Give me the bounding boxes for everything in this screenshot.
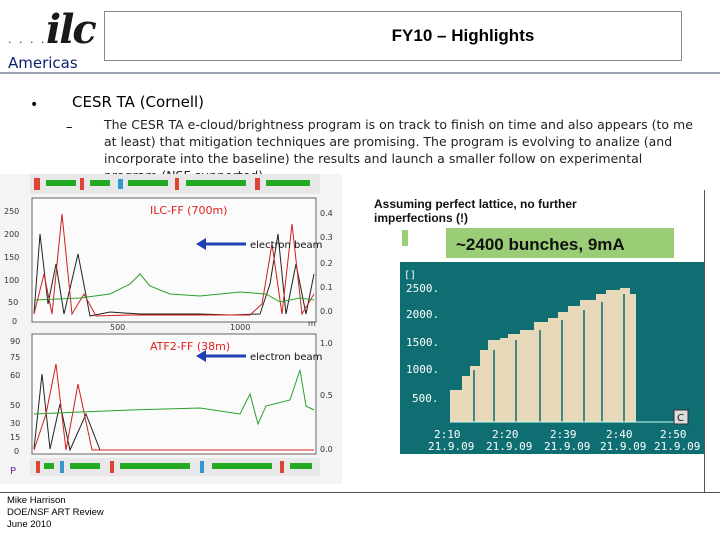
logo-region: Americas [8,54,78,72]
ytick-0: 2500. [406,282,439,295]
top-ytick-3: 100 [4,276,19,285]
top-ytick-0: 250 [4,207,19,216]
note-line1: Assuming perfect lattice, no further [374,197,577,211]
ytick-1: 2000. [406,308,439,321]
xtick-date-4: 21.9.09 [654,440,700,453]
bottom-ytick-3: 50 [10,401,20,410]
axis-letter: P [10,466,16,477]
top-xtick-0: 500 [110,323,125,332]
corner-button[interactable] [673,409,689,425]
top-ytick-2: 150 [4,253,19,262]
top-red-curve [33,213,315,317]
footer-event: DOE/NSF ART Review [7,507,104,518]
top-beam-arrowhead [196,238,206,250]
optics-plot: 250 200 150 100 50 0 0.4 0.3 0.2 0.1 0.0… [4,174,333,477]
bottom-ytick-6: 0 [14,447,19,456]
xtick-date-0: 21.9.09 [428,440,474,453]
bottom-beam-arrowhead [196,350,206,362]
bottom-ytick-2: 60 [10,371,20,380]
ytick-4: 500. [412,392,439,405]
footer-rule [0,492,720,493]
bunch-current-fill [450,288,636,422]
xtick-time-4: 2:50 [660,428,687,441]
top-black-curve [33,233,315,317]
xtick-time-3: 2:40 [606,428,633,441]
top-rtick-3: 0.1 [320,283,333,292]
y-unit: [] [404,270,416,281]
xtick-time-1: 2:20 [492,428,519,441]
bunch-figure: Assuming perfect lattice, no further imp… [344,190,704,460]
top-green-curve [33,273,315,303]
bullet-heading: CESR TA (Cornell) [72,93,205,111]
bottom-rtick-1: 0.5 [320,391,333,400]
bottom-ytick-0: 90 [10,337,20,346]
bottom-rtick-2: 0.0 [320,445,333,454]
top-xtick-1: 1000 [230,323,250,332]
xtick-time-2: 2:39 [550,428,577,441]
corner-button-label: C [677,413,684,424]
footer: Mike Harrison DOE/NSF ART Review June 20… [7,495,104,531]
dash-marker: – [66,120,73,135]
bottom-red-curve [33,363,314,451]
bottom-ytick-5: 15 [10,433,20,442]
magnet-markers-bottom [36,461,312,473]
bunch-plot: Assuming perfect lattice, no further imp… [374,197,704,454]
logo-mark: ilc [46,6,97,53]
bottom-panel-label: ATF2-FF (38m) [150,340,230,353]
footer-date: June 2010 [7,519,52,530]
top-rtick-4: 0.0 [320,307,333,316]
top-rtick-2: 0.2 [320,259,333,268]
ytick-3: 1000. [406,363,439,376]
optics-figure: 250 200 150 100 50 0 0.4 0.3 0.2 0.1 0.0… [0,174,342,484]
note-line2: imperfections (!) [374,211,468,225]
top-rtick-0: 0.4 [320,209,333,218]
top-beam-label: electron beam [250,240,322,251]
headline-text: ~2400 bunches, 9mA [456,235,625,254]
xtick-date-2: 21.9.09 [544,440,590,453]
ytick-2: 1500. [406,336,439,349]
bunch-current-spikes [473,294,625,422]
logo-dots: · · · · [8,36,47,49]
ilc-logo: · · · · ilc Americas [8,6,104,74]
top-ytick-1: 200 [4,230,19,239]
bullet-marker: • [30,97,39,113]
slide-title-box: FY10 – Highlights [104,11,682,61]
magnet-markers-top [34,178,310,190]
bottom-green-curve [33,369,315,426]
xtick-time-0: 2:10 [434,428,461,441]
bottom-rtick-0: 1.0 [320,339,333,348]
top-panel-label: ILC-FF (700m) [150,204,227,217]
headline-marker [402,230,408,246]
top-xunit: m [308,319,316,328]
bottom-ytick-1: 75 [10,353,20,362]
xtick-date-3: 21.9.09 [600,440,646,453]
bottom-beam-label: electron beam [250,352,322,363]
top-rtick-1: 0.3 [320,233,333,242]
bottom-panel-frame [31,333,317,455]
frame-right-edge [704,190,705,492]
bottom-ytick-4: 30 [10,419,20,428]
headline-box [446,228,674,258]
header-rule [0,72,720,74]
top-ytick-5: 0 [12,317,17,326]
top-ytick-4: 50 [8,298,18,307]
slide-title: FY10 – Highlights [391,26,535,45]
footer-author: Mike Harrison [7,495,66,506]
xtick-date-1: 21.9.09 [486,440,532,453]
